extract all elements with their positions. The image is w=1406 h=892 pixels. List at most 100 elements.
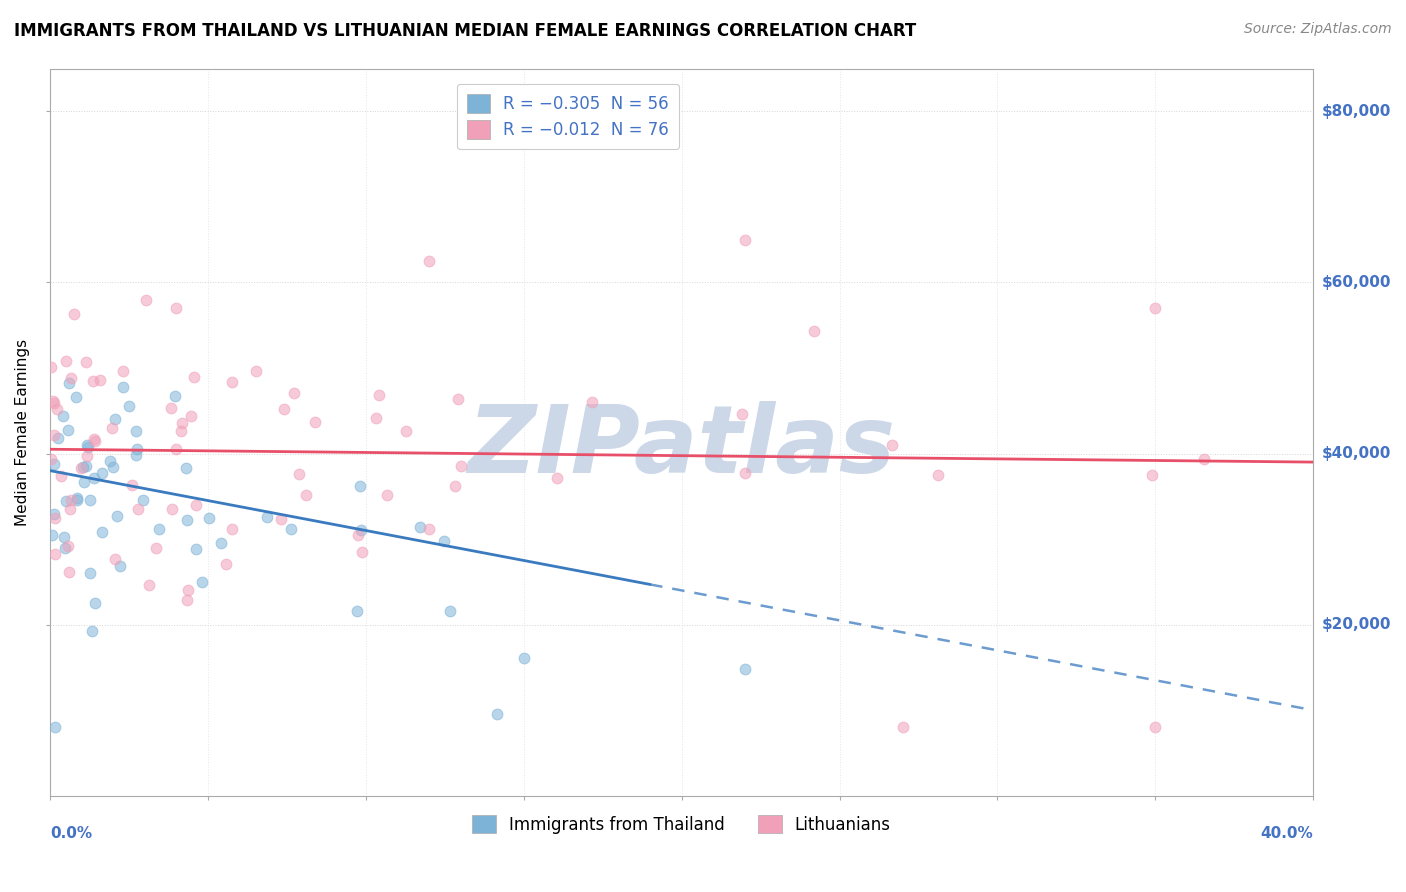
Point [59, 371, 82, 385]
Text: $20,000: $20,000 [1322, 617, 1391, 632]
Point [581, 395, 603, 409]
Point [450, 459, 472, 474]
Point [44, 457, 66, 471]
Point [350, 523, 373, 537]
Point [83, 434, 105, 449]
Point [76, 438, 98, 452]
Point [44, 547, 66, 561]
Point [125, 424, 148, 438]
Point [177, 582, 200, 597]
Point [52, 409, 75, 423]
Point [160, 401, 183, 416]
Point [270, 512, 292, 526]
Point [91, 524, 114, 539]
Point [409, 520, 432, 534]
Point [83, 432, 105, 446]
Point [731, 407, 754, 421]
Point [513, 651, 536, 665]
Point [46, 431, 69, 445]
Point [79, 493, 101, 508]
Point [288, 467, 311, 481]
Point [734, 467, 756, 481]
Point [347, 528, 370, 542]
Point [55, 493, 77, 508]
Point [165, 301, 187, 315]
Point [283, 386, 305, 401]
Point [66, 492, 89, 507]
Point [53, 541, 76, 555]
Point [42, 393, 65, 408]
Point [98, 453, 121, 467]
Point [170, 424, 193, 438]
Point [127, 442, 149, 456]
Text: $40,000: $40,000 [1322, 446, 1391, 461]
Point [112, 380, 135, 394]
Point [105, 509, 128, 524]
Point [59, 502, 82, 516]
Point [131, 493, 153, 508]
Point [52, 530, 75, 544]
Point [165, 442, 187, 456]
Point [546, 471, 568, 485]
Point [176, 461, 198, 475]
Point [110, 558, 132, 573]
Point [72, 460, 94, 475]
Point [245, 363, 267, 377]
Point [186, 498, 208, 512]
Point [51, 468, 73, 483]
Point [75, 458, 97, 473]
Point [349, 479, 371, 493]
Point [367, 388, 389, 402]
Point [170, 416, 193, 430]
Point [209, 536, 232, 550]
Text: $60,000: $60,000 [1322, 275, 1391, 290]
Point [280, 522, 302, 536]
Text: ZIPatlas: ZIPatlas [468, 401, 896, 492]
Point [256, 510, 278, 524]
Point [221, 522, 243, 536]
Point [75, 355, 97, 369]
Point [39, 359, 62, 374]
Point [42, 396, 65, 410]
Y-axis label: Median Female Earnings: Median Female Earnings [15, 339, 30, 525]
Point [100, 421, 122, 435]
Point [304, 415, 326, 429]
Point [44, 720, 66, 734]
Point [69, 461, 91, 475]
Point [352, 545, 374, 559]
Point [433, 533, 456, 548]
Point [91, 466, 114, 480]
Point [79, 566, 101, 581]
Point [183, 370, 205, 384]
Point [44, 510, 66, 524]
Legend: Immigrants from Thailand, Lithuanians: Immigrants from Thailand, Lithuanians [464, 807, 900, 842]
Point [1144, 720, 1167, 734]
Point [927, 467, 949, 482]
Point [375, 487, 398, 501]
Point [395, 425, 418, 439]
Point [55, 353, 77, 368]
Point [42, 507, 65, 521]
Point [294, 488, 316, 502]
Point [135, 293, 157, 308]
Point [118, 399, 141, 413]
Text: 40.0%: 40.0% [1260, 826, 1313, 841]
Point [127, 502, 149, 516]
Point [734, 662, 756, 676]
Text: $80,000: $80,000 [1322, 103, 1391, 119]
Text: IMMIGRANTS FROM THAILAND VS LITHUANIAN MEDIAN FEMALE EARNINGS CORRELATION CHART: IMMIGRANTS FROM THAILAND VS LITHUANIAN M… [14, 22, 917, 40]
Point [273, 401, 295, 416]
Point [44, 428, 66, 442]
Point [138, 578, 160, 592]
Point [56, 423, 79, 437]
Point [103, 552, 125, 566]
Text: Source: ZipAtlas.com: Source: ZipAtlas.com [1244, 22, 1392, 37]
Point [89, 373, 111, 387]
Point [346, 604, 368, 618]
Point [65, 491, 87, 506]
Point [447, 392, 470, 406]
Point [56, 539, 79, 553]
Point [364, 411, 387, 425]
Point [76, 450, 98, 464]
Point [184, 542, 207, 557]
